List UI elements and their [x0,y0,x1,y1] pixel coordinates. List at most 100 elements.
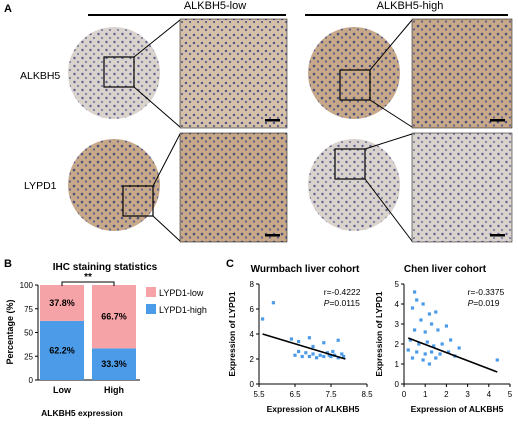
x-tick-label: 6.5 [289,390,301,399]
x-tick-label: Low [53,385,72,395]
x-tick-label: 7.5 [325,390,337,399]
data-point [429,322,434,326]
data-point [449,338,453,342]
x-tick-label: 5.5 [253,390,265,399]
p-value: P=0.0115 [324,298,360,308]
y-tick-label: 8 [250,280,255,289]
x-tick-label: 3 [465,390,470,399]
panel-label-a: A [4,3,12,15]
bar-segment [40,320,84,380]
y-tick-label: 75 [24,305,33,314]
data-point [322,341,326,345]
data-point [421,302,425,306]
y-tick-label: 4 [250,330,255,339]
data-point [495,358,499,362]
group-header-high: ALKBH5-high [376,0,444,12]
bar-segment [92,285,136,349]
data-point [413,328,417,332]
p-value: P=0.019 [468,298,500,308]
data-point [315,356,319,360]
data-point [413,290,417,294]
r-value: r=-0.3375 [468,287,505,297]
data-point [297,339,301,344]
data-point [432,344,436,348]
data-point [342,354,346,359]
bar-value-label: 66.7% [101,312,127,322]
data-point [408,338,412,342]
data-point [336,356,340,360]
data-point [425,340,429,344]
data-point [271,301,275,305]
data-point [415,298,419,302]
data-point [427,362,432,366]
zoom-alkbh5-high [411,18,513,129]
data-point [434,310,438,314]
y-tick-label: 6 [250,305,255,314]
tma-core-alkbh5-low [68,27,160,119]
data-point [434,356,438,360]
zoom-lypd1-low [179,132,288,243]
data-point [311,352,315,356]
data-point [410,306,415,310]
x-tick-label: 1 [423,390,428,399]
data-point [293,353,297,357]
r-value: r=-0.4222 [324,287,361,297]
y-tick-label: 3 [395,320,400,329]
data-point [436,328,440,332]
x-tick-label: 4 [487,390,492,399]
x-axis-label: Expression of ALKBH5 [267,404,360,414]
data-point [311,344,315,349]
y-tick-label: 25 [24,352,33,361]
bar-value-label: 62.2% [49,345,75,355]
data-point [440,342,444,346]
data-point [289,337,293,341]
data-point [304,351,308,355]
bar-segment [40,285,84,321]
group-line-low [88,14,286,16]
y-tick-label: 50 [24,329,33,338]
tma-core-lypd1-high [308,139,400,231]
data-point [340,352,344,356]
bar-value-label: 33.3% [101,359,127,369]
y-tick-label: 2 [395,340,400,349]
scatter1-title: Wurmbach liver cohort [250,264,360,275]
legend-swatch [146,287,156,297]
data-point [423,330,427,334]
row-label-alkbh5: ALKBH5 [20,70,61,82]
y-tick-label: 1 [395,360,400,369]
data-point [446,350,451,354]
data-point [297,349,301,354]
x-axis-label: Expression of ALKBH5 [411,404,504,414]
y-axis-label: Expression of LYPD1 [374,291,384,376]
x-tick-label: 0 [402,390,407,399]
data-point [300,354,304,359]
legend-label: LYPD1-high [159,305,207,315]
panel-label-c: C [226,258,234,270]
significance-marker: ** [84,272,92,283]
y-tick-label: 0 [250,380,255,389]
data-point [421,358,425,362]
ihc-micrographs [68,18,513,243]
x-tick-label: 5 [508,390,513,399]
data-point [307,336,311,340]
data-point [444,324,448,328]
data-point [327,353,331,357]
legend-swatch [146,304,156,314]
x-tick-label: High [104,385,124,395]
y-tick-label: 0 [29,376,34,385]
data-point [322,354,326,359]
data-point [438,352,442,356]
y-tick-label: 4 [395,300,400,309]
y-axis-label: Percentage (%) [5,299,15,364]
data-point [429,350,434,354]
data-point [417,342,421,346]
x-axis-label: ALKBH5 expression [41,408,123,418]
zoom-lypd1-high [411,132,513,243]
data-point [261,317,265,321]
y-tick-label: 2 [250,355,255,364]
row-label-lypd1: LYPD1 [24,180,57,192]
bar-chart-title: IHC staining statistics [52,262,158,273]
data-point [331,349,335,354]
bar-value-label: 37.8% [49,298,75,308]
